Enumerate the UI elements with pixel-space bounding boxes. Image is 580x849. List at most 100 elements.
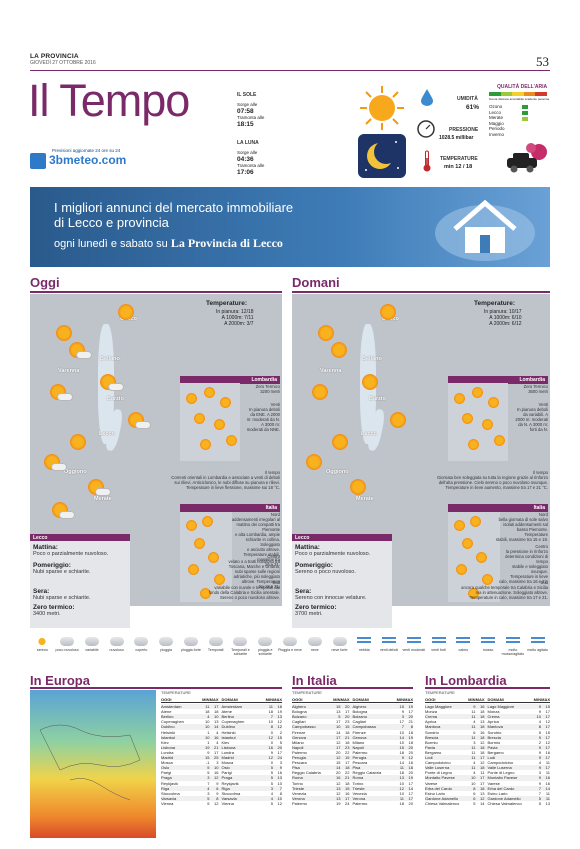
- table-cell: 23: [345, 744, 350, 750]
- table-cell: Firenze: [292, 729, 306, 735]
- table-cell: Varese: [487, 780, 500, 786]
- tomorrow-lombardia-map: [448, 383, 508, 461]
- legend-label: poco nuvoloso: [55, 648, 79, 652]
- tomorrow-italia-map: [448, 512, 500, 602]
- table-row: Campobasso 10 15 Campobasso 7 8: [292, 724, 413, 730]
- table-cell: 11: [471, 755, 476, 761]
- table-cell: Amsterdam: [161, 704, 182, 710]
- today-zero-heading: Zero termico:: [33, 604, 75, 611]
- aq-scale-0: buona: [489, 97, 498, 101]
- today-temp-label: Temperature:: [206, 300, 248, 307]
- table-cell: OGGI: [161, 697, 172, 702]
- table-cell: 4: [207, 785, 210, 791]
- table-cell: 17: [408, 780, 413, 786]
- table-cell: 8: [216, 795, 219, 801]
- table-cell: 19: [336, 800, 341, 806]
- table-cell: Brescia: [487, 734, 501, 740]
- table-cell: 19: [408, 775, 413, 781]
- table-cell: 5: [207, 770, 210, 776]
- table-cell: 18: [408, 729, 413, 735]
- table-cell: 12: [399, 785, 404, 791]
- air-quality-list: Ozono Lecco Merate Maggio Periodo Invern…: [489, 104, 505, 137]
- header-rule: [30, 70, 550, 71]
- table-cell: Campobasso: [292, 724, 316, 730]
- tomorrow-nord-0: Nord: [538, 512, 548, 517]
- legend-label: pioggia: [160, 648, 172, 652]
- tomorrow-sud-1: ancora qualche temporale tra Calabria e …: [461, 585, 548, 590]
- table-cell: 15: [345, 785, 350, 791]
- tomorrow-heading: Domani: [292, 275, 340, 290]
- table-cell: Pisa: [352, 765, 361, 771]
- table-row: Bologna 13 17 Bologna 9 17: [292, 709, 413, 714]
- table-cell: 16: [345, 790, 350, 796]
- today-centro-3: nubi sparse sulle regioni: [234, 569, 280, 574]
- page-title: Il Tempo: [28, 75, 190, 126]
- town-merate: Merate: [94, 496, 112, 502]
- today-morning-text: Poco o parzialmente nuvoloso.: [33, 551, 109, 557]
- sun-icon: [456, 564, 467, 575]
- legend-label: molto mosso/agitato: [501, 648, 525, 656]
- sun-icon: [454, 393, 465, 404]
- table-cell: 15: [545, 729, 550, 735]
- town-bellano: Bellano: [362, 356, 382, 362]
- table-cell: 11: [471, 749, 476, 755]
- table-cell: Sondrio: [425, 729, 439, 735]
- today-lomb-zero-value: 3200 metri: [260, 389, 280, 394]
- table-row: Pisa 14 18 Pisa 11 18: [292, 765, 413, 771]
- table-cell: 4: [538, 719, 541, 725]
- tomorrow-tempo-0: Giornata ben soleggiata su tutta la regi…: [436, 475, 548, 480]
- legend-label: pioggia forte: [181, 648, 201, 652]
- table-cell: 17: [545, 765, 550, 771]
- sun-icon: [186, 393, 197, 404]
- table-cell: 9: [473, 704, 476, 710]
- sun-icon: [470, 516, 481, 527]
- cloud-icon: [57, 393, 73, 401]
- today-afternoon-heading: Pomeriggio:: [33, 562, 71, 569]
- table-cell: 13: [277, 714, 282, 720]
- tomorrow-temp-line-2: A 2000m: 6/12: [489, 321, 522, 327]
- table-cell: MIN: [533, 697, 541, 702]
- tomorrow-centro: Centro la pressione in rinforzo determin…: [494, 544, 548, 584]
- tomorrow-rule: [292, 291, 550, 293]
- tomorrow-morning-text: Poco o parzialmente nuvoloso.: [295, 551, 371, 557]
- table-header: OGGI MIN MAX DOMANI MIN MAX: [425, 697, 550, 704]
- table-cell: 16: [268, 744, 273, 750]
- table-cell: Crema: [487, 714, 500, 720]
- europe-rule: [30, 687, 282, 689]
- table-cell: 13: [480, 719, 485, 725]
- tomorrow-nord-4: stabili, massime tra 15 e 19.: [495, 537, 548, 542]
- table-cell: 10: [471, 775, 476, 781]
- table-cell: Lago Maggiore: [487, 704, 515, 710]
- table-cell: 2: [538, 739, 541, 745]
- tomorrow-lombardia-label: Lombardia: [448, 376, 548, 384]
- meteo-logo[interactable]: 3bmeteo.com: [30, 153, 135, 169]
- table-cell: Berlino: [161, 714, 174, 720]
- table-cell: 14: [336, 729, 341, 735]
- legend-label: Temporali: [207, 648, 224, 652]
- table-cell: 15: [336, 760, 341, 766]
- tomorrow-evening-heading: Sera:: [295, 588, 312, 595]
- table-row: Stoccolma 3 9 Stoccolma 4 8: [161, 791, 282, 796]
- table-cell: 9: [538, 775, 541, 781]
- sun-icon: [362, 374, 378, 390]
- today-centro: Centro velato o a tratti nuvoloso tra To…: [226, 554, 280, 589]
- table-cell: 10: [277, 780, 282, 786]
- air-quality-scale: [489, 92, 547, 96]
- table-cell: 17: [399, 719, 404, 725]
- paper-date: GIOVEDÌ 27 OTTOBRE 2016: [30, 60, 96, 66]
- sun-icon: [200, 588, 211, 599]
- moon-set-time: 17:06: [237, 169, 254, 176]
- table-cell: Genova: [292, 734, 307, 740]
- sun-icon: [332, 434, 348, 450]
- table-cell: 7: [279, 785, 282, 791]
- sun-icon: [118, 304, 134, 320]
- legend-icon: [406, 637, 421, 643]
- table-cell: Valle Luserna: [425, 765, 450, 771]
- table-cell: 11: [399, 795, 404, 801]
- table-cell: 17: [345, 760, 350, 766]
- table-row: Firenze 14 18 Firenze 10 18: [292, 730, 413, 735]
- table-cell: Erba del Cardo: [425, 785, 452, 791]
- table-cell: 3: [270, 785, 273, 791]
- real-estate-banner[interactable]: I migliori annunci del mercato immobilia…: [30, 187, 550, 267]
- town-varenna: Varenna: [58, 368, 80, 374]
